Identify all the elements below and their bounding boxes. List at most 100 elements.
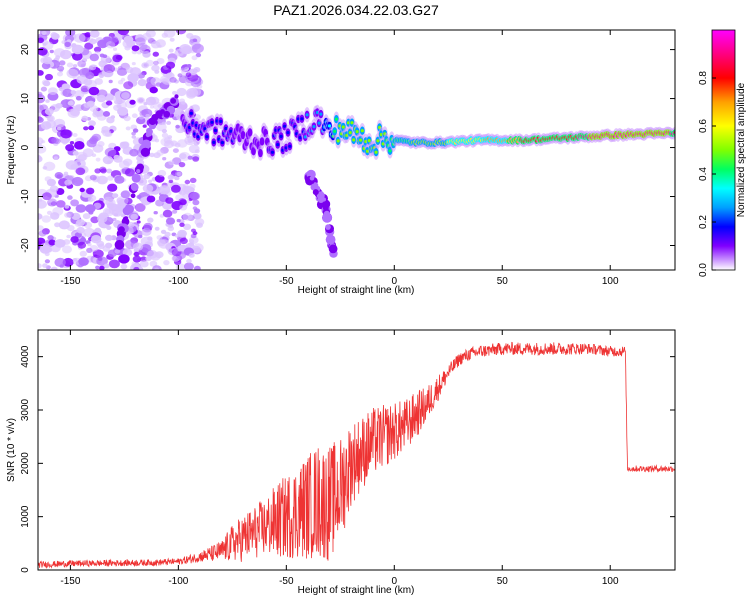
spectrogram-cell (154, 138, 160, 143)
spectrogram-cell (60, 129, 72, 139)
spectrogram-cell (147, 217, 154, 223)
spectrogram-cell (327, 124, 332, 128)
spectrogram-cell (71, 176, 84, 187)
spectrogram-cell (38, 37, 44, 44)
spectrogram-cell (388, 149, 392, 153)
spectrogram-cell (50, 212, 60, 220)
colorbar-tick-label: 0.2 (698, 215, 709, 229)
spectrogram-cell (188, 253, 195, 258)
spectrogram-cell (125, 66, 134, 74)
spectrogram-cell (58, 220, 70, 230)
colorbar: 0.0 0.2 0.4 0.6 0.8 Normalized spectral ampl… (698, 29, 747, 277)
spectrogram-cell (134, 203, 146, 212)
spectrogram-cell (113, 104, 122, 111)
spectrogram-cell (70, 236, 79, 243)
spectrogram-cell (72, 133, 78, 137)
spectrogram-cell (176, 218, 181, 223)
spectrogram-cell (65, 160, 78, 170)
spectrogram-cell (64, 204, 70, 209)
spectrogram-cell (96, 94, 106, 103)
spectrogram-cell (42, 80, 51, 87)
spectrogram-cell (162, 157, 167, 161)
spectrogram-cell (72, 64, 78, 68)
spectrogram-cell (54, 239, 66, 248)
spectrogram-cell (184, 179, 191, 185)
spectrogram-cell (157, 44, 162, 48)
spectrogram-cell (142, 124, 147, 128)
spectrogram-cell (47, 198, 58, 207)
spectrogram-cell (89, 53, 100, 62)
colorbar-tick-label: 0.8 (698, 71, 709, 85)
spectrogram-cell (120, 263, 128, 270)
spectrogram-cell (84, 32, 92, 38)
spectrogram-cell (189, 187, 195, 192)
spectrogram-cell (114, 175, 125, 184)
spectrogram-cell (189, 192, 200, 201)
spectrogram-cell (106, 168, 113, 174)
spectrogram-cell (38, 213, 43, 220)
spectrogram-cell (74, 141, 85, 150)
spectrogram-cell (75, 167, 86, 176)
spectrogram-cell (177, 247, 183, 252)
spectrogram-cell (265, 140, 269, 144)
spectrogram-cell (137, 79, 147, 87)
spectrogram-cell (56, 126, 62, 131)
spectrogram-cell (58, 60, 66, 66)
snr-ytick-label: 0 (20, 567, 31, 573)
spectrogram-cell (106, 175, 114, 181)
spectrogram-cell (336, 139, 340, 143)
spectrogram-cell (141, 62, 150, 69)
spectrogram-cell (81, 115, 89, 122)
spectrogram-cell (97, 243, 105, 250)
spectrogram-cell (133, 251, 140, 257)
spectrogram-cell (179, 98, 186, 104)
spectrogram-cell (168, 179, 174, 184)
spectrogram-cell (341, 125, 345, 129)
spectrogram-cell (112, 54, 122, 63)
spectrogram-cell (298, 136, 302, 140)
spectrogram-cell (51, 33, 60, 40)
spectrogram-cell (44, 108, 54, 116)
spectrogram-cell (191, 55, 198, 61)
spectrogram-cell (111, 96, 118, 101)
spectrogram-cell (107, 183, 118, 192)
spectrogram-cell (133, 266, 140, 270)
spectrogram-cell (62, 88, 73, 98)
spectrogram-cell (46, 115, 55, 122)
spectrogram-cell (88, 120, 96, 127)
spectrogram-cell (153, 152, 161, 159)
spectrogram-cell (140, 244, 152, 253)
spectrogram-cell (103, 68, 109, 72)
spectrogram-cell (106, 41, 116, 49)
spectrogram-cell (148, 117, 157, 125)
spectrogram-cell (38, 111, 42, 117)
spectrogram-cell (131, 173, 141, 183)
spectrogram-cell (160, 229, 167, 234)
spectrogram-cell (352, 138, 356, 142)
spectrogram-ylabel: Frequency (Hz) (6, 116, 17, 185)
spectrogram-cell (85, 71, 95, 80)
snr-ytick-label: 3000 (20, 398, 31, 421)
spectrogram-cell (102, 196, 114, 206)
spectrogram-cell (279, 134, 283, 138)
spectrogram-cell (181, 45, 193, 55)
spectrogram-cell (312, 189, 319, 196)
spectrogram-cell (196, 222, 203, 228)
spectrogram-cell (186, 258, 192, 264)
spectrogram-cell (70, 199, 79, 207)
spectrogram-cell (54, 257, 66, 267)
spectrogram-xtick-label: -50 (279, 276, 294, 287)
spectrogram-cell (57, 71, 63, 77)
spectrogram-cell (104, 147, 117, 157)
spectrogram-cell (83, 126, 89, 131)
spectrogram-cell (42, 56, 53, 65)
spectrogram-cell (105, 234, 113, 241)
spectrogram-cell (159, 214, 165, 218)
spectrogram-cell (124, 45, 131, 51)
spectrogram-cell (41, 30, 47, 36)
spectrogram-cell (322, 197, 326, 202)
spectrogram-cell (142, 201, 149, 206)
spectrogram-cell (172, 148, 179, 154)
spectrogram-cell (72, 52, 83, 61)
